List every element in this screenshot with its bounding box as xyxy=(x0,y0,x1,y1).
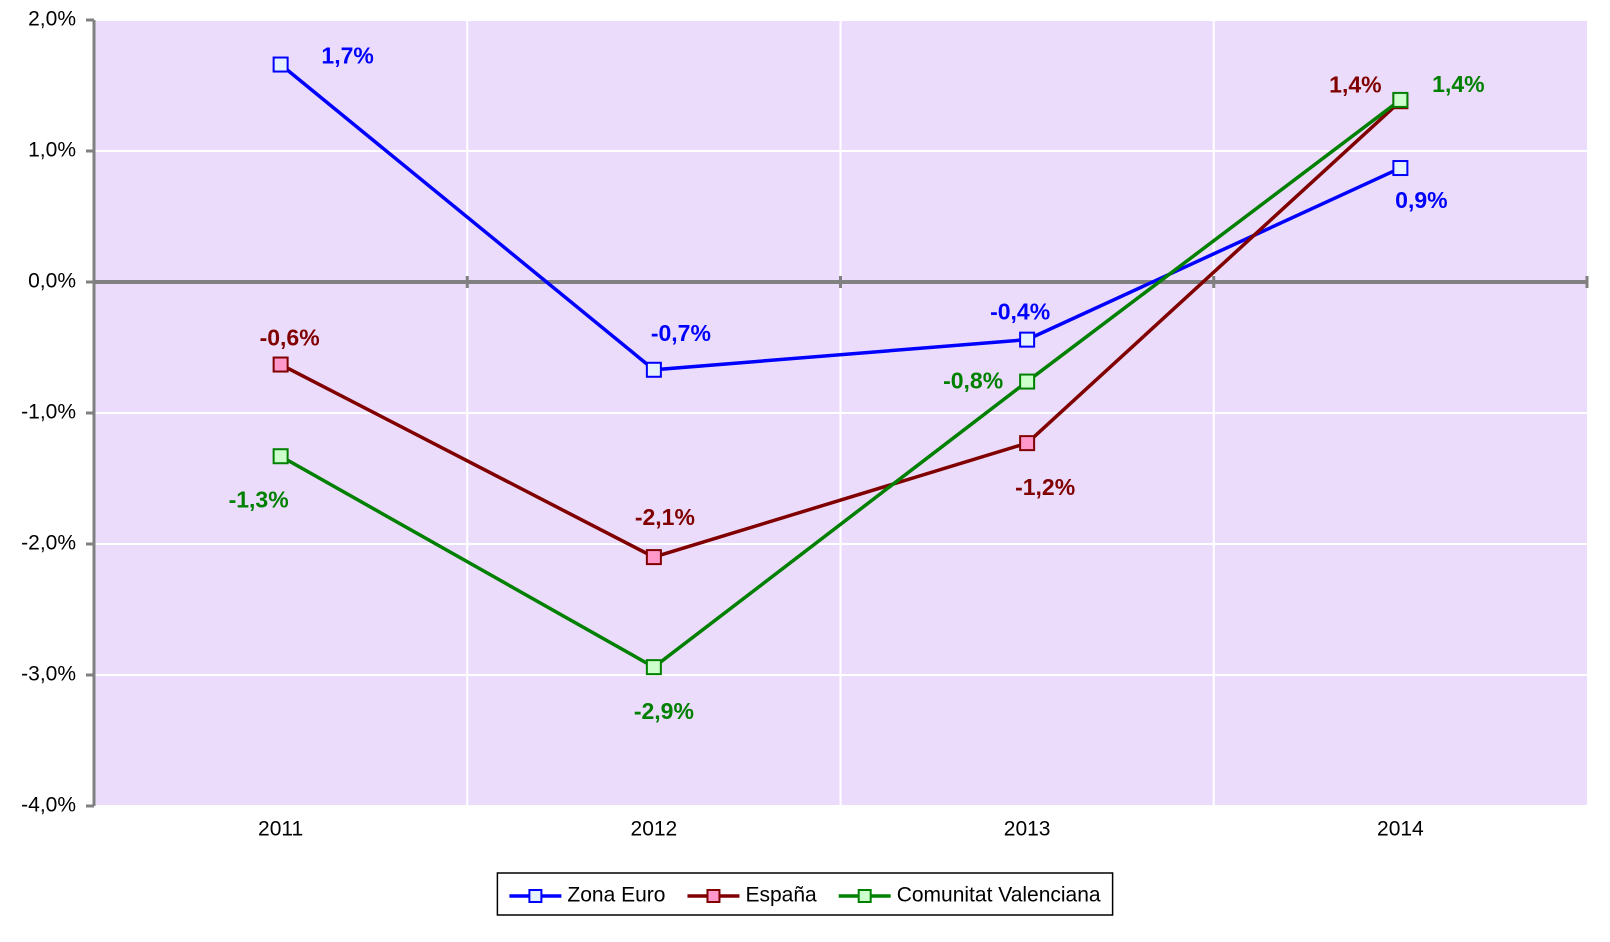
data-label: -2,1% xyxy=(635,504,695,530)
legend-marker xyxy=(857,889,872,903)
marker xyxy=(645,659,662,676)
series-line xyxy=(279,98,1402,670)
legend-label: Comunitat Valenciana xyxy=(897,884,1101,907)
marker xyxy=(645,361,662,378)
y-tick-label: 2,0% xyxy=(28,8,76,31)
legend-box xyxy=(496,872,1114,916)
marker xyxy=(1019,373,1036,390)
y-tick-label: -3,0% xyxy=(21,663,76,686)
legend-marker xyxy=(528,889,543,903)
data-label: 1,4% xyxy=(1329,71,1381,97)
marker xyxy=(1392,91,1409,108)
legend-label: Zona Euro xyxy=(567,884,665,907)
legend: Zona Euro España Comunitat Valenciana xyxy=(496,872,1114,916)
y-tick-label: 1,0% xyxy=(28,139,76,162)
y-tick-label: 0,0% xyxy=(28,270,76,293)
y-tick-label: -4,0% xyxy=(21,794,76,817)
data-label: -0,6% xyxy=(260,325,320,351)
data-label: 1,4% xyxy=(1432,71,1484,97)
legend-label: España xyxy=(745,884,817,907)
legend-marker xyxy=(706,889,721,903)
data-label: 1,7% xyxy=(321,43,373,69)
data-label: -1,2% xyxy=(1015,474,1075,500)
x-tick-label: 2011 xyxy=(258,818,303,841)
marker xyxy=(272,448,289,465)
data-label: -1,3% xyxy=(229,486,289,512)
x-tick-label: 2012 xyxy=(631,818,678,841)
data-label: -0,8% xyxy=(943,368,1003,394)
marker xyxy=(272,56,289,73)
marker xyxy=(1392,160,1409,177)
data-label: -0,4% xyxy=(990,299,1050,325)
series-line xyxy=(279,63,1402,372)
data-label: -2,9% xyxy=(634,698,694,724)
data-label: 0,9% xyxy=(1395,187,1447,213)
x-tick-label: 2014 xyxy=(1377,818,1424,841)
marker xyxy=(272,356,289,373)
data-label: -0,7% xyxy=(651,320,711,346)
marker xyxy=(645,549,662,566)
y-tick-label: -1,0% xyxy=(21,401,76,424)
series-line xyxy=(279,99,1402,559)
x-tick-label: 2013 xyxy=(1004,818,1051,841)
marker xyxy=(1019,435,1036,452)
marker xyxy=(1019,331,1036,348)
y-tick-label: -2,0% xyxy=(21,532,76,555)
